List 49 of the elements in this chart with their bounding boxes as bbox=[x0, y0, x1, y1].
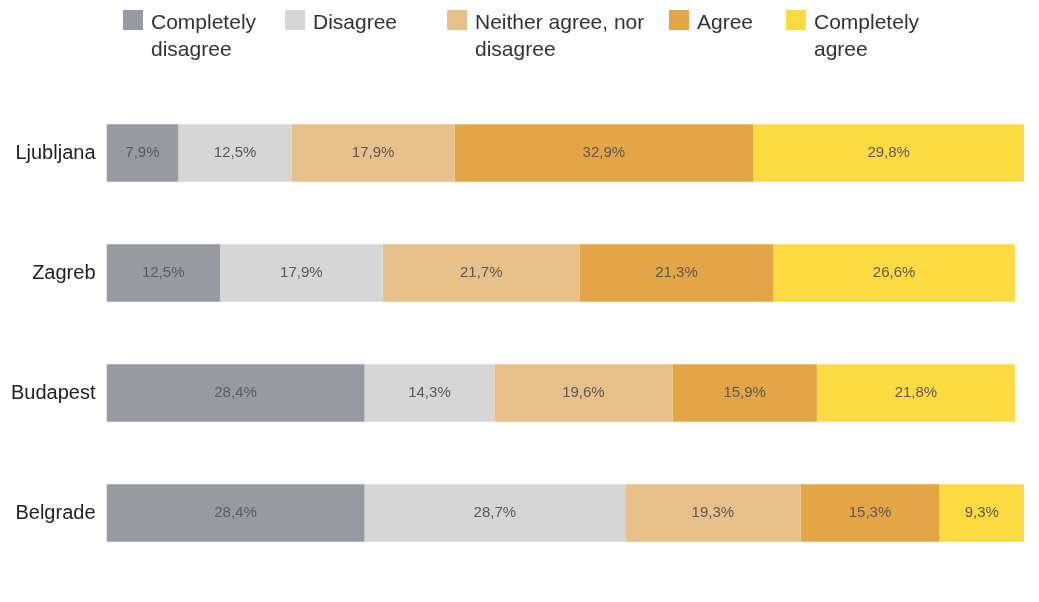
legend-label: Agree bbox=[697, 9, 754, 35]
bar bbox=[291, 124, 455, 182]
legend-label: Neither agree, nor disagree bbox=[475, 9, 646, 62]
bar bbox=[106, 244, 221, 302]
bar bbox=[939, 484, 1024, 542]
bar bbox=[364, 484, 626, 542]
bar bbox=[579, 244, 774, 302]
data-label: 12,5% bbox=[142, 263, 185, 281]
bar bbox=[816, 364, 1015, 422]
bar bbox=[106, 124, 179, 182]
y-tick-label: Ljubljana bbox=[15, 140, 97, 163]
data-label: 9,3% bbox=[964, 503, 999, 521]
y-tick-label: Budapest bbox=[11, 380, 96, 403]
data-label: 32,9% bbox=[582, 143, 626, 161]
data-label: 7,9% bbox=[125, 143, 160, 161]
legend-label: Completely agree bbox=[814, 9, 921, 62]
data-label: 28,4% bbox=[214, 503, 257, 521]
bar bbox=[220, 244, 383, 302]
bar bbox=[454, 124, 754, 182]
data-label: 21,7% bbox=[459, 263, 503, 281]
data-label: 29,8% bbox=[867, 143, 910, 161]
legend-label: Completely disagree bbox=[151, 9, 258, 62]
data-label: 17,9% bbox=[280, 263, 323, 281]
data-label: 28,7% bbox=[473, 503, 517, 521]
data-label: 19,3% bbox=[691, 503, 735, 521]
y-tick-label: Zagreb bbox=[32, 260, 96, 283]
data-label: 28,4% bbox=[214, 383, 257, 401]
data-label: 14,3% bbox=[408, 383, 451, 401]
data-label: 12,5% bbox=[213, 143, 257, 161]
data-label: 19,6% bbox=[562, 383, 605, 401]
bar bbox=[106, 484, 365, 542]
legend-label: Disagree bbox=[313, 9, 398, 35]
data-label: 17,9% bbox=[351, 143, 395, 161]
bar bbox=[800, 484, 940, 542]
bar bbox=[178, 124, 292, 182]
data-label: 21,3% bbox=[655, 263, 698, 281]
bar bbox=[494, 364, 673, 422]
bar bbox=[753, 124, 1024, 182]
bar bbox=[382, 244, 580, 302]
bar bbox=[773, 244, 1015, 302]
data-label: 15,3% bbox=[848, 503, 892, 521]
data-label: 21,8% bbox=[894, 383, 938, 401]
bar bbox=[625, 484, 801, 542]
bar bbox=[106, 364, 365, 422]
bar bbox=[364, 364, 495, 422]
y-tick-label: Belgrade bbox=[15, 500, 96, 523]
data-label: 26,6% bbox=[872, 263, 916, 281]
data-label: 15,9% bbox=[723, 383, 766, 401]
bar bbox=[672, 364, 817, 422]
